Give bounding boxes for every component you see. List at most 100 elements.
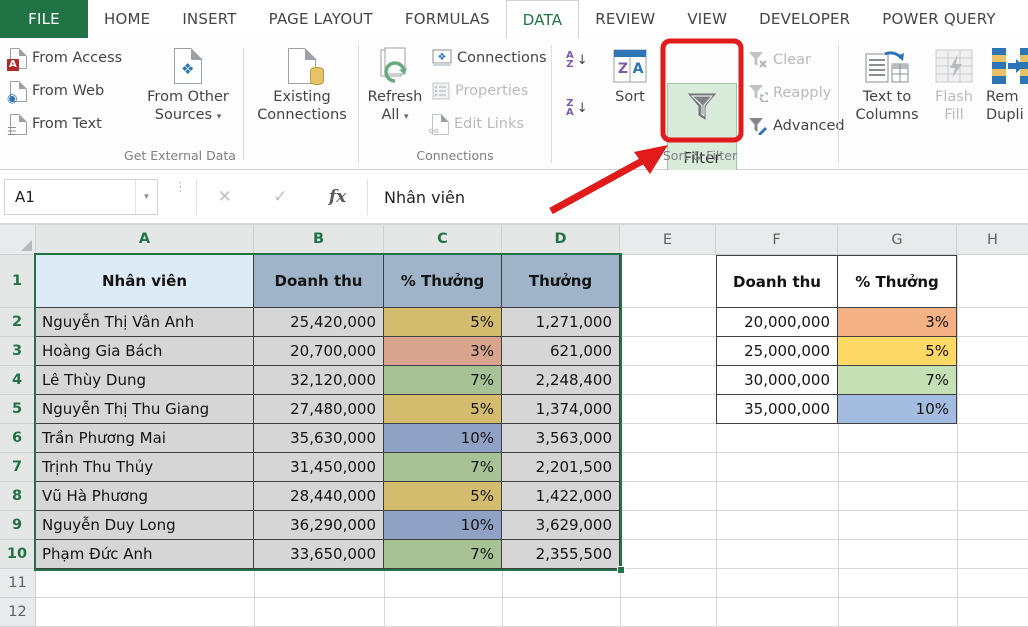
row-header-1[interactable]: 1 [0,255,36,308]
cell-D3[interactable]: 621,000 [502,337,620,366]
row-header-11[interactable]: 11 [0,569,36,598]
cell-D7[interactable]: 2,201,500 [502,453,620,482]
cell-B10[interactable]: 33,650,000 [254,540,384,569]
cancel-icon[interactable]: ✕ [217,187,232,207]
row-header-8[interactable]: 8 [0,482,36,511]
column-header-C[interactable]: C [384,225,502,255]
column-header-F[interactable]: F [716,225,838,255]
column-header-D[interactable]: D [502,225,620,255]
cell-C2[interactable]: 5% [384,308,502,337]
cell-D10[interactable]: 2,355,500 [502,540,620,569]
cell-A7[interactable]: Trịnh Thu Thủy [36,453,254,482]
row-header-5[interactable]: 5 [0,395,36,424]
properties-button[interactable]: Properties [432,79,528,103]
cell-D2[interactable]: 1,271,000 [502,308,620,337]
tab-review[interactable]: REVIEW [595,10,656,28]
cell-B6[interactable]: 35,630,000 [254,424,384,453]
cell-F4[interactable]: 30,000,000 [716,366,838,395]
cell-B4[interactable]: 32,120,000 [254,366,384,395]
from-access-button[interactable]: A From Access [7,46,122,71]
cell-B9[interactable]: 36,290,000 [254,511,384,540]
formula-bar-handle[interactable]: ⋮ [174,180,187,195]
cell-D5[interactable]: 1,374,000 [502,395,620,424]
text-to-columns-button[interactable]: Text to Columns [848,44,926,124]
row-header-10[interactable]: 10 [0,540,36,569]
from-text-button[interactable]: ☰ From Text [7,112,102,137]
cell-F1[interactable]: Doanh thu [716,255,838,308]
cell-B5[interactable]: 27,480,000 [254,395,384,424]
row-header-3[interactable]: 3 [0,337,36,366]
cell-C7[interactable]: 7% [384,453,502,482]
connections-button[interactable]: ❖ Connections [432,46,547,70]
cell-D1[interactable]: Thưởng [502,255,620,308]
cell-C5[interactable]: 5% [384,395,502,424]
tab-home[interactable]: HOME [104,10,151,28]
row-header-2[interactable]: 2 [0,308,36,337]
cell-G4[interactable]: 7% [838,366,957,395]
cell-A4[interactable]: Lê Thùy Dung [36,366,254,395]
row-header-7[interactable]: 7 [0,453,36,482]
select-all-corner[interactable] [0,225,36,255]
cell-G1[interactable]: % Thưởng [838,255,957,308]
cell-A8[interactable]: Vũ Hà Phương [36,482,254,511]
cell-B3[interactable]: 20,700,000 [254,337,384,366]
cell-G2[interactable]: 3% [838,308,957,337]
cell-B7[interactable]: 31,450,000 [254,453,384,482]
cell-C9[interactable]: 10% [384,511,502,540]
clear-filter-button[interactable]: Clear [748,48,811,72]
cell-F2[interactable]: 20,000,000 [716,308,838,337]
row-header-12[interactable]: 12 [0,598,36,627]
column-header-B[interactable]: B [254,225,384,255]
tab-page-layout[interactable]: PAGE LAYOUT [268,10,373,28]
insert-function-icon[interactable]: fx [328,187,347,207]
cell-A1-active[interactable]: Nhân viên [36,255,254,308]
cell-F3[interactable]: 25,000,000 [716,337,838,366]
enter-icon[interactable]: ✓ [273,187,288,207]
column-header-G[interactable]: G [838,225,957,255]
column-header-E[interactable]: E [620,225,716,255]
cell-C10[interactable]: 7% [384,540,502,569]
tab-data[interactable]: DATA [505,0,580,38]
cell-F5[interactable]: 35,000,000 [716,395,838,424]
tab-view[interactable]: VIEW [687,10,728,28]
cell-C8[interactable]: 5% [384,482,502,511]
name-box-dropdown-icon[interactable]: ▾ [135,180,157,214]
remove-duplicates-button[interactable]: Rem Dupli [986,44,1028,124]
refresh-all-button[interactable]: Refresh All ▾ [364,44,426,124]
tab-file[interactable]: FILE [0,0,88,38]
cell-B2[interactable]: 25,420,000 [254,308,384,337]
cell-C1[interactable]: % Thưởng [384,255,502,308]
row-header-9[interactable]: 9 [0,511,36,540]
cell-D8[interactable]: 1,422,000 [502,482,620,511]
cell-B8[interactable]: 28,440,000 [254,482,384,511]
from-web-button[interactable]: ◉ From Web [7,79,104,104]
column-header-A[interactable]: A [36,225,254,255]
cell-A6[interactable]: Trần Phương Mai [36,424,254,453]
sort-ascending-button[interactable]: A Z ↓ [566,49,588,70]
from-other-sources-button[interactable]: ❖ From Other Sources ▾ [138,44,238,124]
row-header-6[interactable]: 6 [0,424,36,453]
cell-C3[interactable]: 3% [384,337,502,366]
cell-B1[interactable]: Doanh thu [254,255,384,308]
column-header-H[interactable]: H [957,225,1028,255]
edit-links-button[interactable]: ⚯ Edit Links [429,112,524,137]
cell-A9[interactable]: Nguyễn Duy Long [36,511,254,540]
name-box[interactable]: A1 ▾ [4,179,158,215]
cell-C4[interactable]: 7% [384,366,502,395]
cell-G5[interactable]: 10% [838,395,957,424]
cell-A3[interactable]: Hoàng Gia Bách [36,337,254,366]
formula-input[interactable]: Nhân viên [384,187,466,207]
sort-descending-button[interactable]: Z A ↓ [566,97,588,118]
flash-fill-button[interactable]: Flash Fill [928,44,980,124]
cell-D6[interactable]: 3,563,000 [502,424,620,453]
tab-developer[interactable]: DEVELOPER [759,10,851,28]
cell-D4[interactable]: 2,248,400 [502,366,620,395]
reapply-filter-button[interactable]: Reapply [748,81,831,105]
cell-A10[interactable]: Phạm Đức Anh [36,540,254,569]
row-header-4[interactable]: 4 [0,366,36,395]
cell-G3[interactable]: 5% [838,337,957,366]
cell-A5[interactable]: Nguyễn Thị Thu Giang [36,395,254,424]
advanced-filter-button[interactable]: Advanced [748,114,845,138]
cell-C6[interactable]: 10% [384,424,502,453]
